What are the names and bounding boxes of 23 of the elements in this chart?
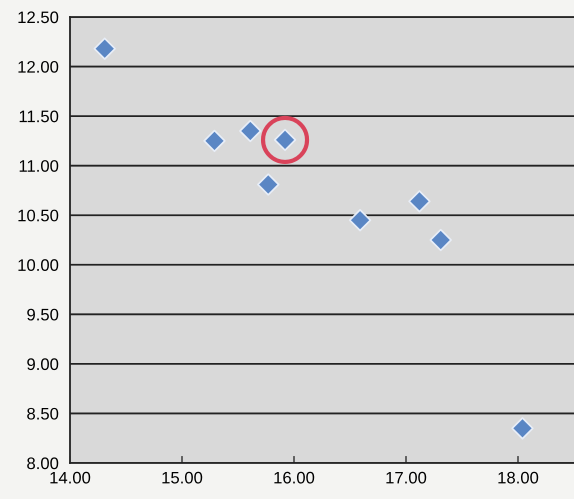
- y-tick-label: 11.00: [20, 160, 58, 172]
- point: [511, 417, 534, 440]
- y-tick-label: 8.50: [27, 408, 58, 420]
- y-tick-label: 9.00: [27, 358, 58, 370]
- point: [408, 190, 431, 212]
- y-tick-label: 8.00: [27, 457, 58, 470]
- y-tick-label: 11.50: [20, 110, 58, 122]
- point: [94, 38, 116, 60]
- y-tick-label: 10.50: [18, 210, 58, 222]
- point: [203, 130, 226, 152]
- y-tick-label: 9.50: [27, 308, 58, 321]
- x-tick-label: 18.00: [498, 472, 538, 484]
- point: [348, 209, 372, 232]
- y-tick-label: 10.00: [18, 259, 58, 271]
- x-tick-label: 16.00: [274, 472, 314, 484]
- x-tick-label: 15.00: [162, 472, 202, 484]
- y-tick-label: 12.00: [18, 60, 58, 73]
- point: [430, 228, 452, 252]
- point: [257, 173, 280, 196]
- x-tick-label: 14.00: [50, 472, 90, 484]
- x-tick-label: 17.00: [386, 472, 426, 484]
- point: [239, 120, 262, 142]
- y-tick-label: 12.50: [18, 11, 58, 24]
